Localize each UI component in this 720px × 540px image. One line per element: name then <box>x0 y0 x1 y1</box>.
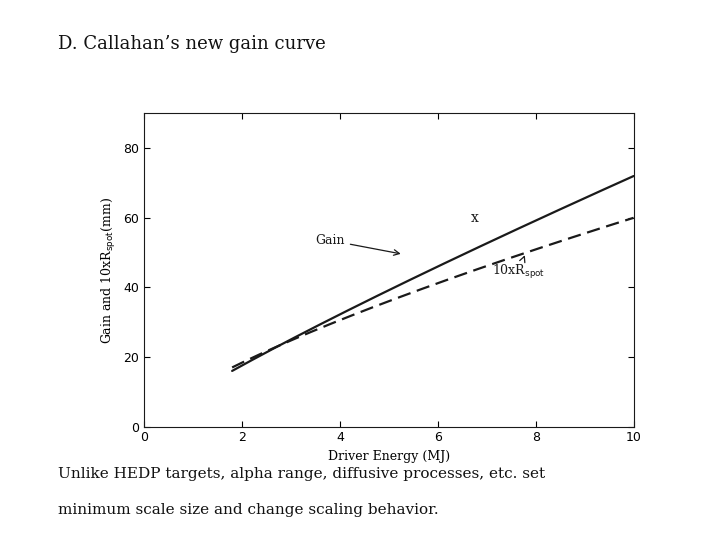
Text: minimum scale size and change scaling behavior.: minimum scale size and change scaling be… <box>58 503 438 517</box>
Text: x: x <box>471 211 478 225</box>
X-axis label: Driver Energy (MJ): Driver Energy (MJ) <box>328 450 450 463</box>
Text: D. Callahan’s new gain curve: D. Callahan’s new gain curve <box>58 35 325 53</box>
Text: Unlike HEDP targets, alpha range, diffusive processes, etc. set: Unlike HEDP targets, alpha range, diffus… <box>58 467 545 481</box>
Y-axis label: Gain and 10xR$_{\sf spot}$(mm): Gain and 10xR$_{\sf spot}$(mm) <box>99 197 117 343</box>
Text: 10xR$_{\sf spot}$: 10xR$_{\sf spot}$ <box>492 256 545 281</box>
Text: Gain: Gain <box>315 234 400 255</box>
